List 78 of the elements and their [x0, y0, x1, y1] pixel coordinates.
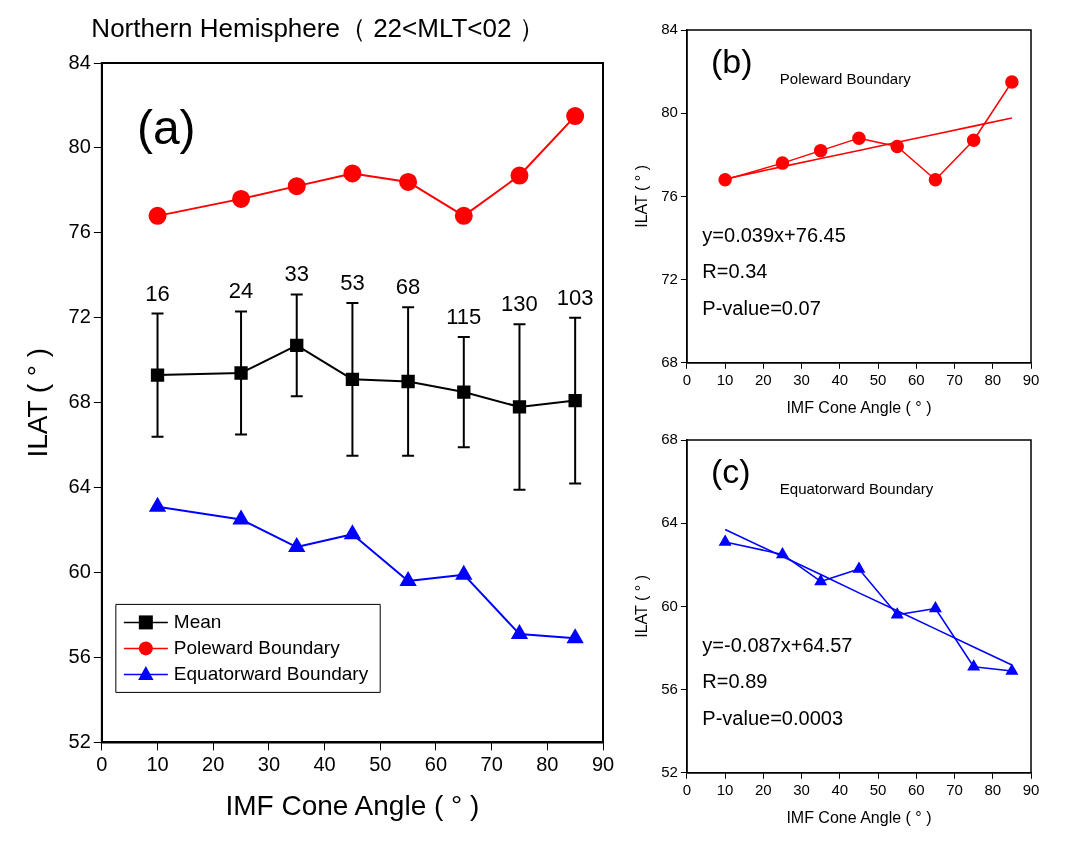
y-tick-label: 60 — [661, 596, 678, 614]
annotation: y=0.039x+76.45 — [702, 223, 846, 246]
y-tick-label: 72 — [68, 305, 91, 328]
x-tick-label: 60 — [907, 370, 925, 388]
x-axis-title: IMF Cone Angle ( ° ) — [225, 789, 480, 821]
y-tick-label: 68 — [661, 352, 678, 370]
y-axis-title: ILAT ( ° ) — [633, 575, 651, 638]
x-tick-label: 60 — [424, 752, 448, 775]
annotation: 103 — [556, 284, 594, 310]
annotation: 53 — [340, 269, 365, 295]
legend-label: Mean — [173, 610, 222, 632]
y-axis-title: ILAT ( ° ) — [21, 347, 53, 458]
x-tick-label: 30 — [793, 370, 810, 388]
y-tick-label: 68 — [68, 390, 91, 413]
x-tick-label: 40 — [831, 780, 849, 798]
x-tick-label: 30 — [793, 780, 810, 798]
annotation: Poleward Boundary — [779, 70, 912, 88]
legend-label: Poleward Boundary — [173, 636, 341, 658]
x-tick-label: 60 — [907, 780, 925, 798]
x-tick-label: 50 — [869, 370, 887, 388]
y-tick-label: 84 — [68, 50, 91, 73]
y-tick-label: 56 — [661, 679, 678, 697]
x-tick-label: 70 — [946, 370, 963, 388]
annotation: (c) — [710, 451, 751, 490]
x-tick-label: 50 — [869, 780, 887, 798]
x-tick-label: 90 — [1022, 780, 1040, 798]
y-tick-label: 52 — [68, 729, 91, 752]
x-tick-label: 80 — [984, 370, 1002, 388]
x-tick-label: 30 — [257, 752, 281, 775]
annotation: y=-0.087x+64.57 — [702, 633, 853, 656]
y-axis-title: ILAT ( ° ) — [633, 165, 651, 228]
x-tick-label: 20 — [202, 752, 225, 775]
x-tick-label: 70 — [946, 780, 963, 798]
y-tick-label: 72 — [661, 269, 678, 287]
y-tick-label: 80 — [68, 135, 91, 158]
x-tick-label: 70 — [480, 752, 503, 775]
y-tick-label: 52 — [661, 762, 678, 780]
y-tick-label: 60 — [68, 560, 91, 583]
annotation: 24 — [228, 278, 254, 304]
x-tick-label: 20 — [755, 780, 772, 798]
y-tick-label: 64 — [68, 475, 91, 498]
x-axis-title: IMF Cone Angle ( ° ) — [786, 398, 932, 416]
annotation: 68 — [395, 274, 421, 300]
annotation: 16 — [145, 280, 170, 306]
y-tick-label: 56 — [68, 644, 91, 667]
annotation: R=0.34 — [702, 260, 768, 283]
x-tick-label: 80 — [984, 780, 1002, 798]
x-tick-label: 10 — [716, 780, 734, 798]
annotation: P-value=0.0003 — [702, 707, 844, 730]
annotation: 33 — [284, 261, 309, 287]
x-tick-label: 0 — [682, 370, 692, 388]
annotation: 115 — [446, 303, 482, 329]
annotation: P-value=0.07 — [702, 297, 821, 320]
annotation: (b) — [710, 41, 753, 80]
x-tick-label: 90 — [591, 752, 615, 775]
y-tick-label: 68 — [661, 430, 678, 448]
y-tick-label: 80 — [661, 103, 678, 121]
annotation: (a) — [136, 101, 196, 155]
annotation: 130 — [501, 291, 538, 317]
annotation: Equatorward Boundary — [779, 480, 934, 498]
y-tick-label: 64 — [661, 513, 678, 531]
legend-label: Equatorward Boundary — [173, 662, 369, 684]
x-tick-label: 50 — [369, 752, 392, 775]
x-tick-label: 40 — [313, 752, 336, 775]
y-tick-label: 76 — [661, 186, 678, 204]
x-tick-label: 10 — [716, 370, 734, 388]
x-axis-title: IMF Cone Angle ( ° ) — [786, 808, 932, 826]
y-tick-label: 76 — [68, 220, 91, 243]
x-tick-label: 90 — [1022, 370, 1040, 388]
x-tick-label: 80 — [536, 752, 559, 775]
x-tick-label: 20 — [755, 370, 772, 388]
x-tick-label: 0 — [96, 752, 108, 775]
y-tick-label: 84 — [661, 20, 678, 38]
annotation: R=0.89 — [702, 670, 768, 693]
x-tick-label: 40 — [831, 370, 849, 388]
chart-title: Northern Hemisphere（ 22<MLT<02 ） — [90, 12, 546, 45]
x-tick-label: 10 — [146, 752, 169, 775]
x-tick-label: 0 — [682, 780, 692, 798]
